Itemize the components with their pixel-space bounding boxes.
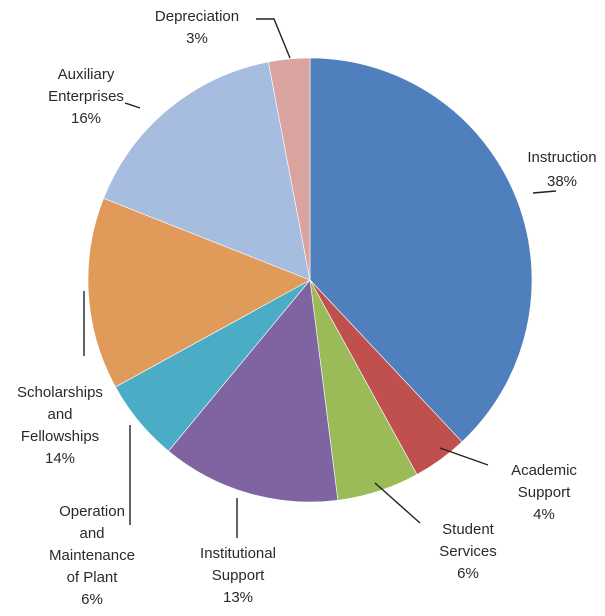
slice-label-line: 16%	[71, 110, 101, 127]
slice-label-institutional-support: Institutional Support 13%	[200, 545, 276, 606]
slice-label-auxiliary-enterprises: Auxiliary Enterprises 16%	[48, 66, 124, 127]
slice-labels: Instruction 38% Academic Support 4% Student Se…	[17, 8, 597, 608]
pie-slice-depreciation	[268, 57, 311, 281]
slice-label-line: Academic	[511, 462, 577, 479]
pie-slice-auxiliary-enterprises	[103, 61, 311, 281]
slice-label-line: Depreciation	[155, 8, 239, 25]
slice-label-line: 6%	[81, 591, 103, 608]
slice-label-line: Instruction	[527, 149, 596, 166]
slice-label-line: Support	[212, 567, 265, 584]
slice-label-line: Scholarships	[17, 384, 103, 401]
leader-line-instruction	[532, 190, 557, 194]
slice-label-line: 13%	[223, 589, 253, 606]
slice-label-instruction: Instruction 38%	[527, 149, 596, 190]
slice-label-line: of Plant	[67, 569, 119, 586]
leader-lines	[83, 18, 557, 538]
slice-label-line: 6%	[457, 565, 479, 582]
slice-label-line: and	[79, 525, 104, 542]
slice-label-line: 38%	[547, 173, 577, 190]
slice-label-depreciation: Depreciation 3%	[155, 8, 239, 47]
slice-label-student-services: Student Services 6%	[439, 521, 497, 582]
leader-line-auxiliary-enterprises	[124, 102, 141, 109]
slice-label-line: Institutional	[200, 545, 276, 562]
slice-label-line: Auxiliary	[58, 66, 115, 83]
pie-slice-scholarships-and-fellowships	[87, 197, 311, 388]
slice-label-line: Services	[439, 543, 497, 560]
slice-label-line: Operation	[59, 503, 125, 520]
slice-label-line: 3%	[186, 30, 208, 47]
slice-label-line: Support	[518, 484, 571, 501]
pie-slice-instruction	[309, 57, 533, 443]
pie-slices	[87, 57, 533, 503]
slice-label-line: Student	[442, 521, 495, 538]
slice-label-line: Maintenance	[49, 547, 135, 564]
slice-label-line: 4%	[533, 506, 555, 523]
slice-label-line: and	[47, 406, 72, 423]
slice-label-line: Fellowships	[21, 428, 99, 445]
pie-slice-institutional-support	[168, 279, 339, 503]
slice-label-line: Enterprises	[48, 88, 124, 105]
slice-label-academic-support: Academic Support 4%	[511, 462, 577, 523]
slice-label-line: 14%	[45, 450, 75, 467]
slice-label-scholarships-and-fellowships: Scholarships and Fellowships 14%	[17, 384, 103, 467]
leader-line-depreciation	[256, 18, 291, 59]
leader-line-student-services	[374, 482, 421, 524]
slice-label-operation-and-maintenance-of-plant: Operation and Maintenance of Plant 6%	[49, 503, 135, 608]
leader-line-academic-support	[439, 447, 489, 466]
